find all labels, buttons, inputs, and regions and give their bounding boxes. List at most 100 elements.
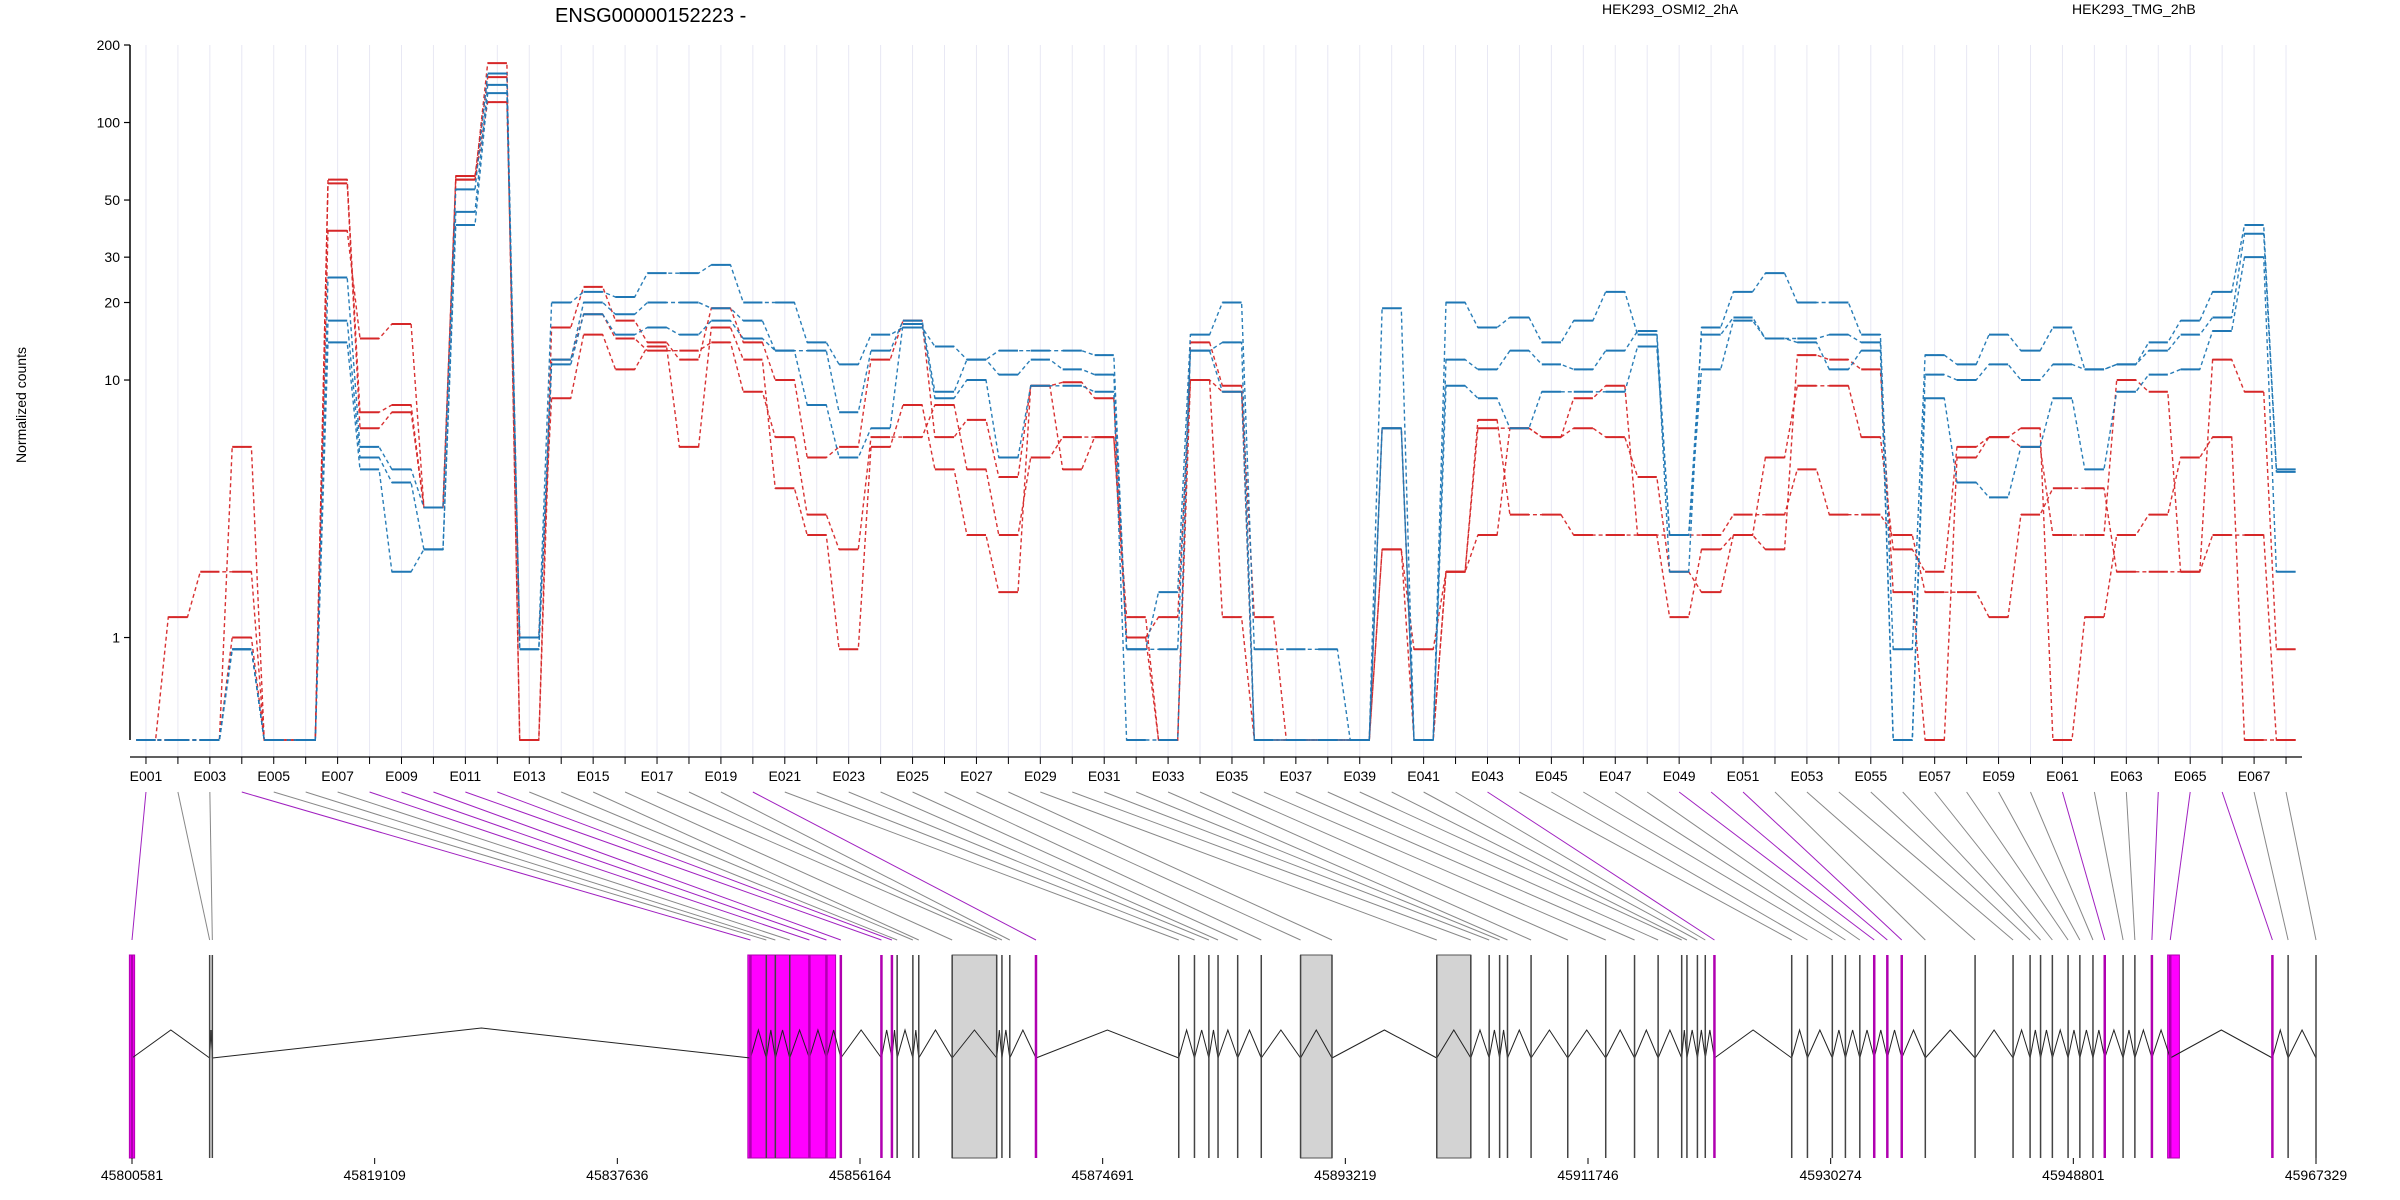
exon-connector xyxy=(1455,791,1706,941)
exon-connector xyxy=(1583,791,1833,941)
y-tick-label: 20 xyxy=(104,295,120,311)
exon-connector xyxy=(561,791,914,941)
exon-connector xyxy=(177,791,211,941)
intron-line xyxy=(2104,1028,2124,1059)
exon-connector xyxy=(241,791,751,941)
intron-line xyxy=(2169,1029,2273,1059)
coord-tick-label: 45948801 xyxy=(2042,1167,2105,1183)
exon-connector xyxy=(2169,791,2191,941)
x-tick-label: E053 xyxy=(1791,768,1824,784)
intron-line xyxy=(1844,1029,1861,1059)
y-tick-label: 100 xyxy=(97,115,121,131)
x-tick-label: E031 xyxy=(1088,768,1121,784)
intron-line xyxy=(1686,1029,1698,1059)
intron-line xyxy=(1696,1029,1706,1059)
x-tick-label: E005 xyxy=(257,768,290,784)
exon-connector xyxy=(1966,791,2069,941)
y-axis-label: Normalized counts xyxy=(13,347,29,463)
x-tick-label: E009 xyxy=(385,768,418,784)
intron-line xyxy=(1791,1028,1808,1059)
y-tick-label: 50 xyxy=(104,192,120,208)
coordinate-axis: 45800581 45819109 45837636 45856164 45874691… xyxy=(101,1158,2348,1183)
exon-connector xyxy=(1104,791,1490,941)
intron-line xyxy=(131,1029,210,1059)
intron-line xyxy=(1634,1028,1659,1059)
exon-block xyxy=(1300,954,1333,1159)
exon-connector xyxy=(1167,791,1508,941)
exon-connector xyxy=(1742,791,1903,941)
intron-line xyxy=(2040,1029,2053,1059)
intron-line xyxy=(1886,1029,1903,1059)
x-tick-label: E043 xyxy=(1471,768,1504,784)
intron-line xyxy=(212,1027,751,1059)
intron-line xyxy=(789,1028,810,1059)
series-line-4 xyxy=(136,84,2296,741)
exon-connector xyxy=(2061,791,2106,941)
intron-line xyxy=(808,1028,827,1059)
exon-connector xyxy=(944,791,1262,941)
exon-connector xyxy=(369,791,810,941)
x-tick-label: E037 xyxy=(1280,768,1313,784)
intron-line xyxy=(2079,1029,2094,1059)
intron-line xyxy=(1470,1028,1490,1059)
exon-connector xyxy=(2221,791,2273,941)
coord-tick-label: 45837636 xyxy=(586,1167,649,1183)
exon-connector xyxy=(1359,791,1682,941)
intron-line xyxy=(1831,1029,1846,1059)
exon-connector xyxy=(1519,791,1792,941)
exon-connector xyxy=(880,791,1219,941)
intron-line xyxy=(1873,1029,1888,1059)
coord-tick-label: 45893219 xyxy=(1314,1167,1377,1183)
intron-line xyxy=(2134,1028,2153,1059)
x-tick-label: E039 xyxy=(1343,768,1376,784)
exon-connector xyxy=(1902,791,2041,941)
intron-line xyxy=(1217,1028,1239,1059)
x-tick-label: E061 xyxy=(2046,768,2079,784)
intron-line xyxy=(1001,1029,1011,1059)
x-tick-label: E059 xyxy=(1982,768,2015,784)
intron-line xyxy=(2067,1029,2081,1059)
exon-connector xyxy=(656,791,997,941)
coord-tick-label: 45967329 xyxy=(2285,1167,2348,1183)
highlighted-exon-block xyxy=(747,954,837,1159)
intron-line xyxy=(1009,1028,1037,1059)
x-tick-label: E021 xyxy=(768,768,801,784)
intron-line xyxy=(1499,1029,1508,1059)
intron-line xyxy=(1657,1028,1683,1059)
exon-connector xyxy=(752,791,1037,941)
exon-connector xyxy=(2151,791,2159,941)
exon-connector xyxy=(1806,791,1976,941)
intron-line xyxy=(1193,1029,1210,1059)
x-tick-label: E057 xyxy=(1918,768,1951,784)
intron-line xyxy=(1806,1028,1833,1059)
x-tick-label: E011 xyxy=(450,768,482,784)
intron-line xyxy=(1436,1029,1472,1059)
exon-connector xyxy=(2125,791,2136,941)
intron-line xyxy=(880,1029,893,1059)
x-tick-label: E023 xyxy=(832,768,865,784)
x-tick-label: E025 xyxy=(896,768,929,784)
exon-connector xyxy=(1998,791,2081,941)
series-layer xyxy=(136,62,2296,741)
y-tick-label: 200 xyxy=(97,37,121,53)
intron-line xyxy=(1331,1029,1438,1059)
coord-tick-label: 45856164 xyxy=(829,1167,892,1183)
intron-line xyxy=(2092,1029,2106,1059)
x-tick-label: E001 xyxy=(130,768,163,784)
exon-connector xyxy=(529,791,898,941)
intron-line xyxy=(774,1029,791,1059)
intron-line xyxy=(1260,1029,1301,1059)
x-axis: E001 E003 E005 E007 E009 E011 E013 E015 E017 E019… xyxy=(130,756,2302,784)
x-tick-label: E007 xyxy=(321,768,354,784)
exon-connector xyxy=(1391,791,1688,941)
exon-connector xyxy=(1199,791,1532,941)
intron-line xyxy=(1681,1029,1688,1059)
intron-line xyxy=(2151,1028,2171,1059)
intron-line xyxy=(1300,1028,1333,1059)
legend-tmg: HEK293_TMG_2hB xyxy=(2072,1,2196,17)
exon-connector xyxy=(465,791,882,941)
exon-connector xyxy=(1263,791,1606,941)
intron-line xyxy=(1178,1028,1195,1059)
intron-line xyxy=(825,1029,842,1059)
intron-line xyxy=(2012,1028,2031,1059)
